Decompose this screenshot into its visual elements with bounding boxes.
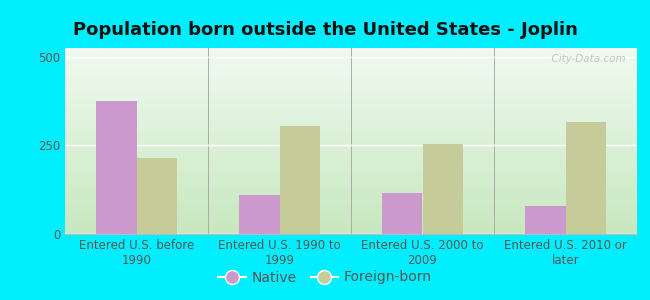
Bar <box>136 158 177 234</box>
Text: Population born outside the United States - Joplin: Population born outside the United State… <box>73 21 577 39</box>
Legend: Native, Foreign-born: Native, Foreign-born <box>213 265 437 290</box>
Bar <box>525 206 566 234</box>
Bar <box>280 126 320 234</box>
Bar <box>566 122 606 234</box>
Bar <box>239 195 280 234</box>
Bar <box>422 144 463 234</box>
Text: City-Data.com: City-Data.com <box>545 54 625 64</box>
Bar <box>382 193 422 234</box>
Bar <box>96 101 136 234</box>
